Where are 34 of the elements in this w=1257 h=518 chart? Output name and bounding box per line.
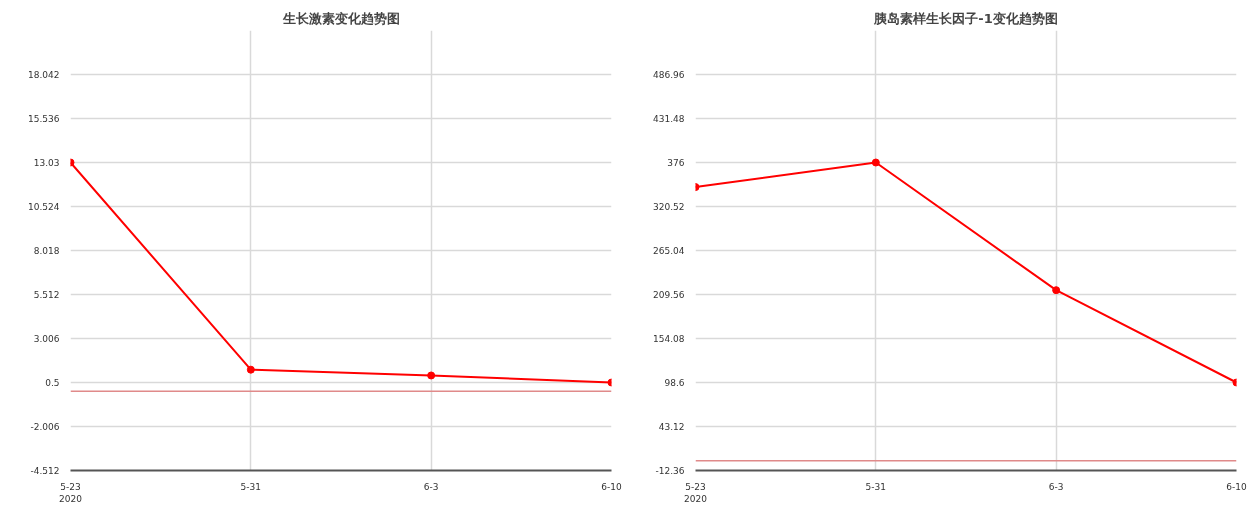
y-tick-label: 265.04 xyxy=(653,246,685,256)
y-tick-label: 43.12 xyxy=(658,422,685,432)
x-tick-label: 5-31 xyxy=(240,481,262,492)
x-tick-label: 5-31 xyxy=(865,481,887,492)
x-tick-label: 6-3 xyxy=(1048,481,1064,492)
x-tick-label: 6-10 xyxy=(601,481,622,492)
y-tick-label: 209.56 xyxy=(653,290,685,300)
chart-title: 生长激素变化趋势图 xyxy=(281,10,400,26)
y-tick-label: -12.36 xyxy=(655,466,685,476)
point xyxy=(871,158,880,167)
x-tick-label: 6-10 xyxy=(1226,481,1247,492)
y-tick-label: 376 xyxy=(667,158,685,168)
y-tick-label: 431.48 xyxy=(653,114,685,124)
x-tick-label: 5-23 2020 xyxy=(59,481,83,504)
y-tick-label: 18.042 xyxy=(28,70,60,80)
x-tick-label: 6-3 xyxy=(423,481,439,492)
y-tick-label: 0.5 xyxy=(45,378,60,388)
y-tick-label: -4.512 xyxy=(30,466,60,476)
y-tick-label: 486.96 xyxy=(653,70,685,80)
x-tick-label: 5-23 2020 xyxy=(684,481,708,504)
y-tick-label: 154.08 xyxy=(653,334,685,344)
y-tick-label: 320.52 xyxy=(653,202,685,212)
chart-title: 胰岛素样生长因子-1变化趋势图 xyxy=(873,10,1058,26)
y-tick-label: 15.536 xyxy=(28,114,60,124)
y-tick-label: -2.006 xyxy=(30,422,60,432)
y-tick-label: 5.512 xyxy=(33,290,60,300)
y-tick-label: 10.524 xyxy=(28,202,60,212)
y-tick-label: 13.03 xyxy=(33,158,60,168)
point xyxy=(1052,286,1061,295)
y-tick-label: 3.006 xyxy=(33,334,60,344)
point xyxy=(427,371,436,380)
y-tick-label: 8.018 xyxy=(33,246,60,256)
point xyxy=(246,365,255,374)
y-tick-label: 98.6 xyxy=(664,378,685,388)
